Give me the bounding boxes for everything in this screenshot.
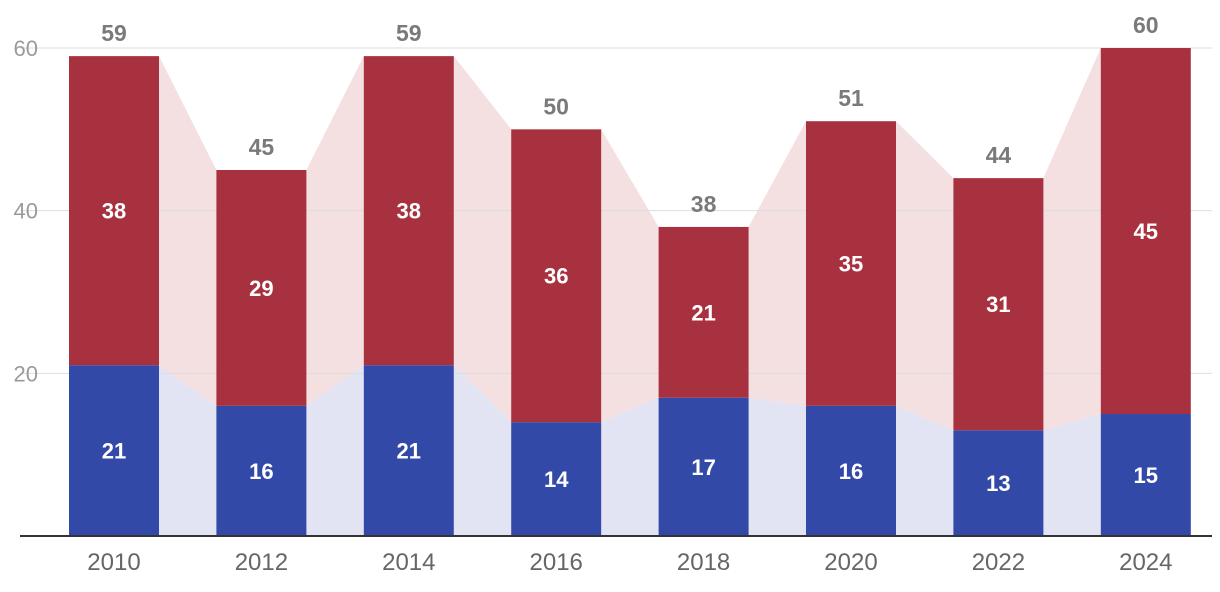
x-tick-label: 2020: [824, 549, 877, 576]
bar-series-2: [806, 121, 896, 406]
bar-series-1: [953, 430, 1044, 536]
data-label-series-2: 45: [1134, 219, 1158, 244]
data-label-series-1: 13: [986, 471, 1010, 496]
total-label: 60: [1133, 12, 1159, 38]
connector-area-series-1: [159, 365, 217, 536]
connector-area-series-2: [601, 129, 659, 423]
connector-area-series-2: [306, 56, 364, 406]
total-label: 50: [543, 93, 569, 119]
bar-series-1: [511, 422, 602, 536]
y-tick-label: 40: [14, 199, 38, 224]
bar-series-1: [1100, 414, 1191, 536]
bar-series-2: [363, 56, 454, 366]
y-tick-label: 60: [14, 36, 38, 61]
total-label: 59: [396, 20, 422, 46]
connector-area-series-1: [1043, 414, 1101, 536]
data-label-series-2: 35: [839, 252, 863, 277]
x-tick-label: 2016: [530, 549, 583, 576]
bar-series-1: [69, 365, 159, 536]
connector-area-series-2: [453, 56, 512, 423]
data-labels: 21 38 59 16 29 45 21 38 59 14 36 50 17 21 38 16 35 51 13 31…: [101, 12, 1158, 496]
data-label-series-2: 29: [249, 276, 273, 301]
total-label: 51: [838, 85, 864, 111]
data-label-series-1: 21: [397, 439, 421, 464]
connector-area-series-2: [1043, 48, 1101, 431]
data-label-series-1: 16: [249, 459, 273, 484]
bar-series-1: [806, 405, 896, 536]
bar-series-1: [363, 365, 454, 536]
bar-series-2: [216, 170, 307, 406]
total-label: 44: [986, 142, 1012, 168]
x-tick-label: 2010: [87, 549, 140, 576]
x-tick-label: 2012: [235, 549, 288, 576]
data-label-series-1: 17: [691, 455, 715, 480]
bar-series-2: [658, 226, 749, 398]
bar-series-2: [511, 129, 602, 423]
data-label-series-1: 16: [839, 459, 863, 484]
connector-area-series-1: [453, 365, 512, 536]
x-tick-label: 2014: [382, 549, 435, 576]
data-label-series-2: 21: [691, 300, 715, 325]
y-tick-label: 20: [14, 361, 38, 386]
x-axis: 2010 2012 2014 2016 2018 2020 2022 2024: [20, 535, 1212, 576]
connector-areas: [159, 48, 1101, 536]
bar-series-2: [953, 178, 1044, 431]
connector-area-series-1: [896, 405, 954, 536]
data-label-series-1: 14: [544, 467, 569, 492]
x-tick-label: 2024: [1119, 549, 1172, 576]
bar-series-1: [216, 405, 307, 536]
x-tick-label: 2018: [677, 549, 730, 576]
data-label-series-2: 31: [986, 292, 1010, 317]
bar-series-1: [658, 397, 749, 536]
bar-series-2: [69, 56, 159, 366]
bars: [69, 48, 1191, 536]
connector-area-series-2: [896, 121, 954, 431]
connector-area-series-1: [601, 397, 659, 536]
data-label-series-1: 15: [1134, 463, 1158, 488]
connector-area-series-1: [748, 397, 806, 536]
y-axis: 20 40 60: [14, 36, 38, 386]
data-label-series-2: 36: [544, 264, 568, 289]
data-label-series-2: 38: [102, 199, 126, 224]
connector-area-series-1: [306, 365, 364, 536]
total-label: 45: [249, 134, 275, 160]
data-label-series-1: 21: [102, 439, 126, 464]
bar-series-2: [1100, 48, 1191, 414]
connector-area-series-2: [159, 56, 217, 406]
total-label: 59: [101, 20, 127, 46]
x-tick-label: 2022: [972, 549, 1025, 576]
data-label-series-2: 38: [397, 199, 421, 224]
connector-area-series-2: [748, 121, 806, 406]
total-label: 38: [691, 191, 717, 217]
